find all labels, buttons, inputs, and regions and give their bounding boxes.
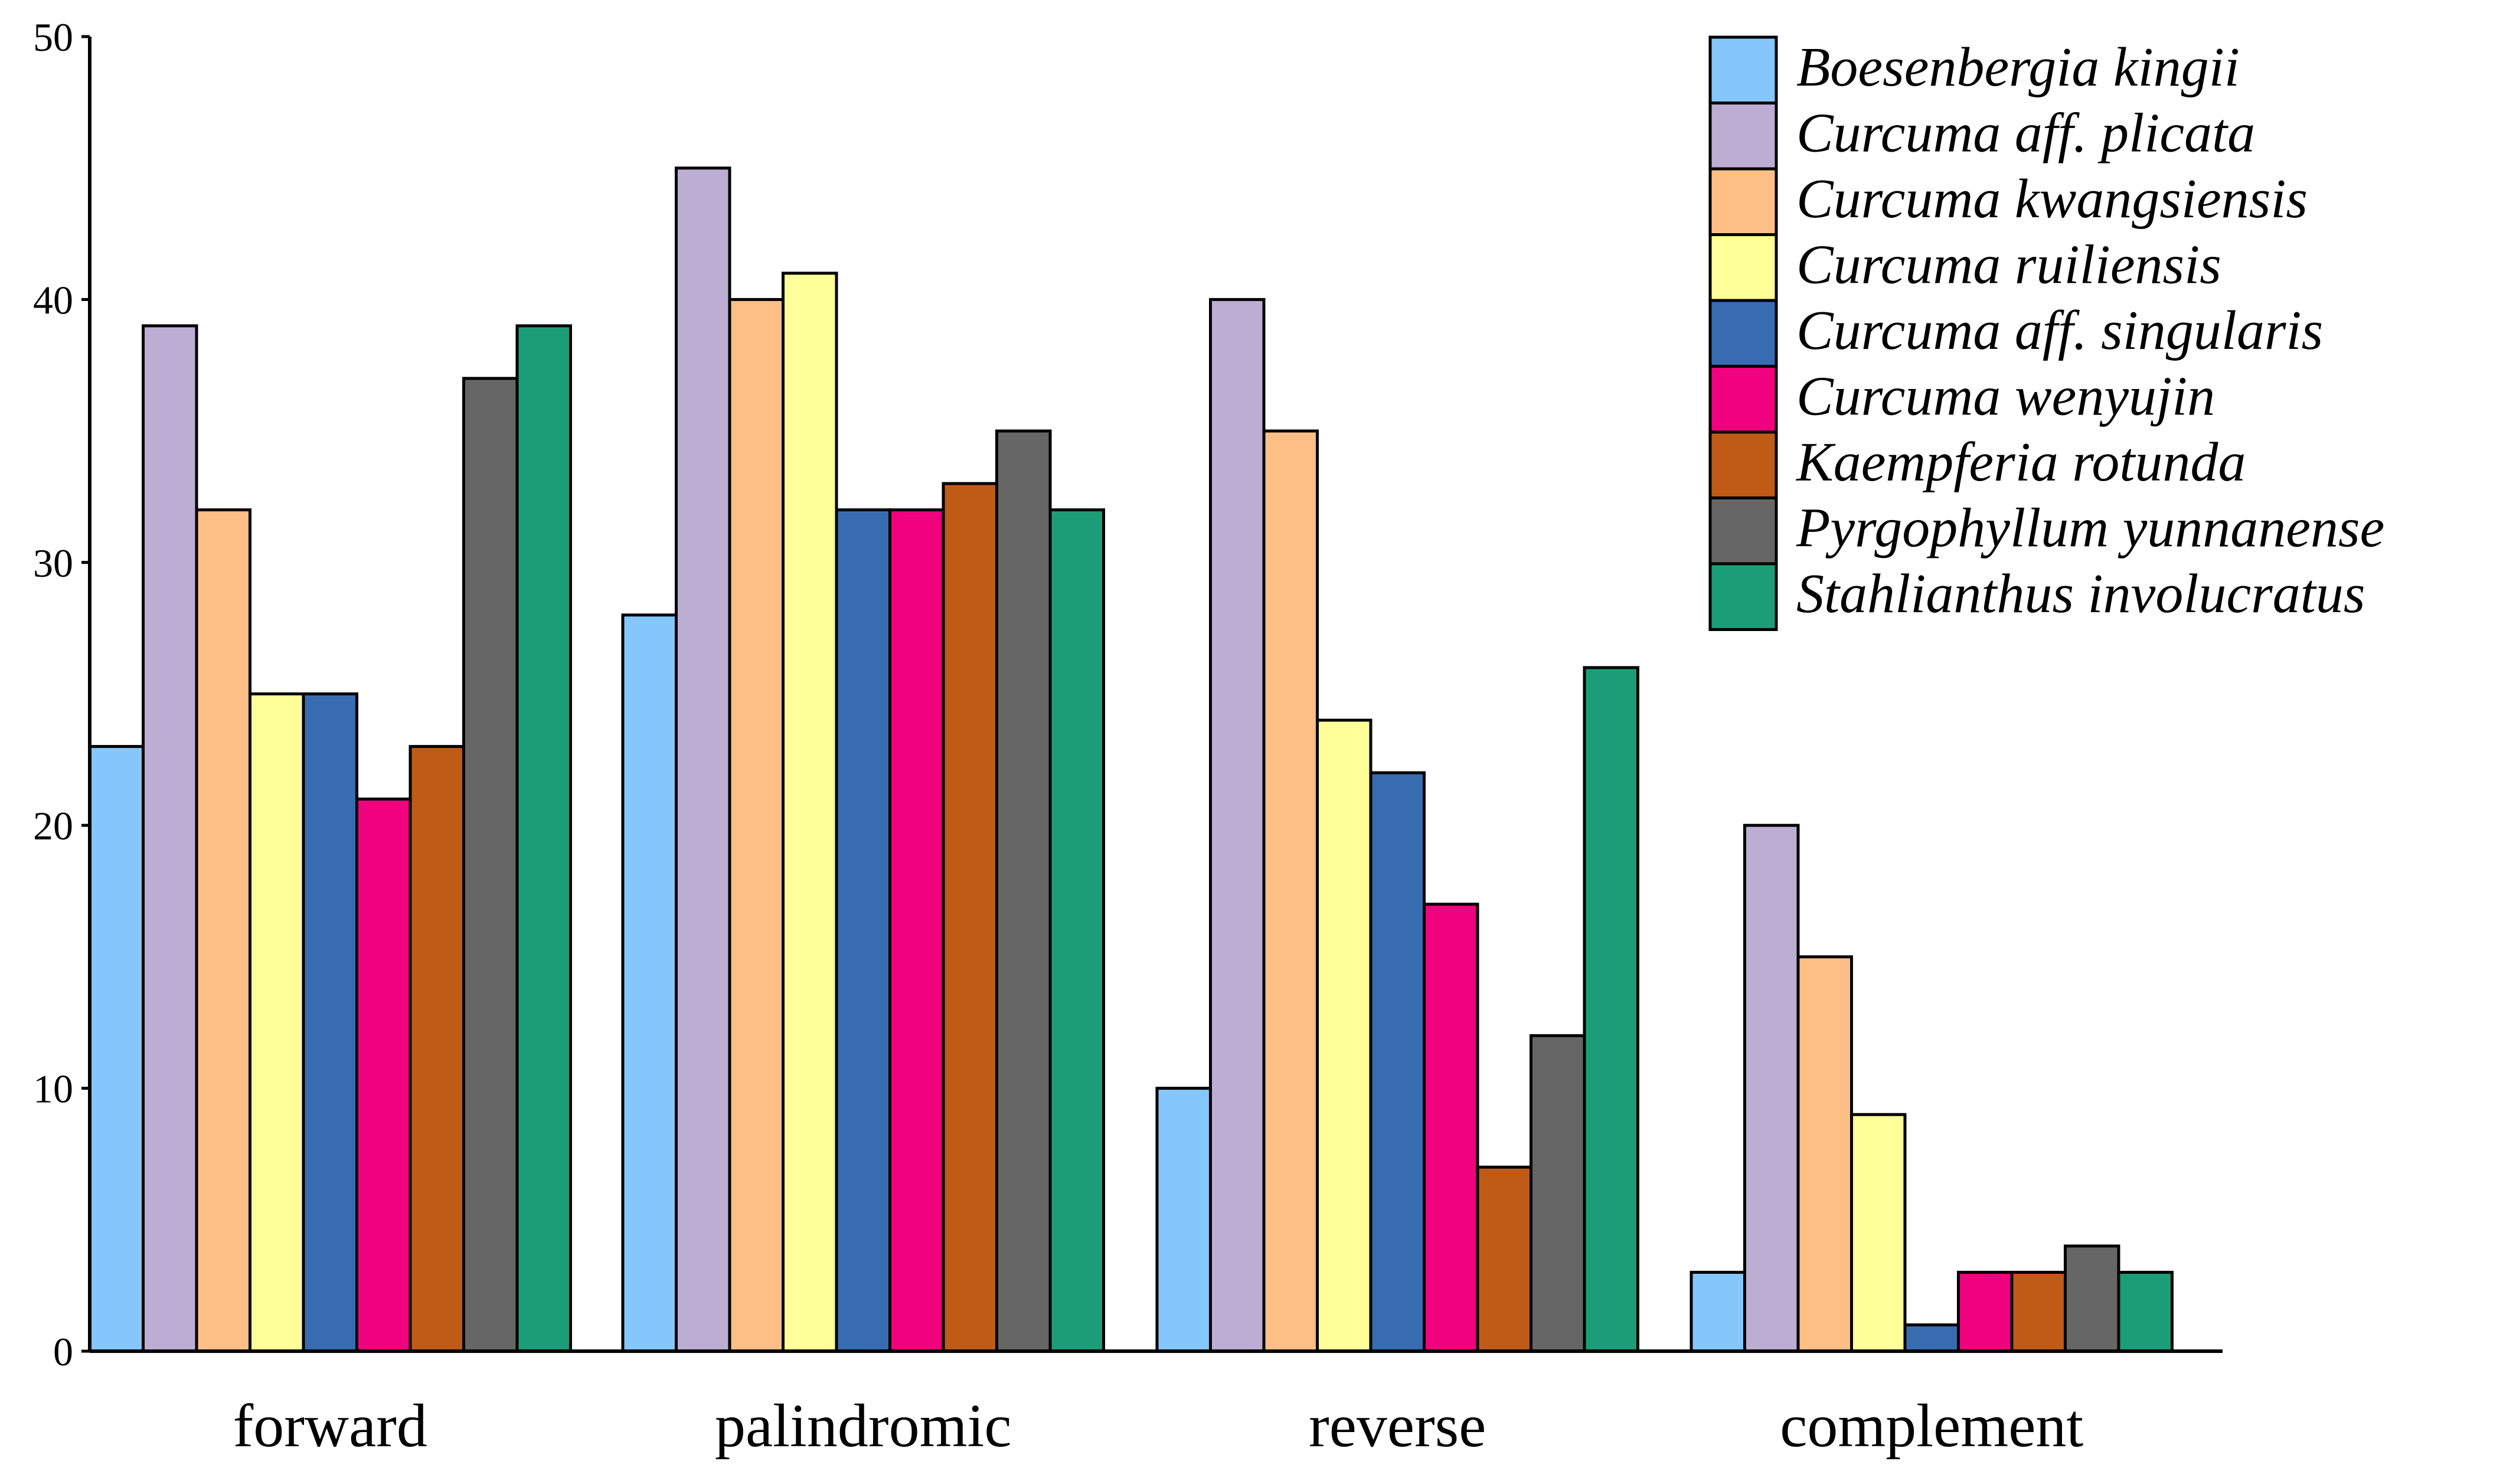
bar-palindromic-curcuma-ruiliensis (782, 272, 838, 1353)
bar-complement-curcuma-kwangsiensis (1796, 955, 1853, 1353)
legend-item: Curcuma aff. plicata (1708, 102, 2255, 171)
legend-swatch (1708, 233, 1778, 302)
legend-item: Pyrgophyllum yunnanense (1708, 496, 2384, 566)
y-tick-label: 50 (33, 15, 73, 60)
bar-palindromic-curcuma-wenyujin (888, 508, 945, 1353)
bar-complement-boesenbergia-kingii (1690, 1270, 1746, 1353)
bar-forward-curcuma-ruiliensis (249, 692, 305, 1353)
legend-swatch (1708, 365, 1778, 434)
y-tick-label: 40 (33, 277, 73, 322)
legend-label: Curcuma ruiliensis (1796, 234, 2221, 296)
legend-label: Stahlianthus involucratus (1796, 563, 2365, 625)
y-tick-label: 20 (33, 803, 73, 848)
legend-label: Curcuma kwangsiensis (1796, 168, 2308, 230)
legend-label: Pyrgophyllum yunnanense (1796, 498, 2384, 559)
legend-item: Curcuma aff. singularis (1708, 299, 2323, 368)
legend-item: Kaempferia rotunda (1708, 430, 2246, 499)
bars-layer (88, 166, 2174, 1353)
bar-palindromic-curcuma-aff-plicata (675, 166, 731, 1353)
bar-forward-stahlianthus-involucratus (515, 324, 572, 1353)
legend-label: Kaempferia rotunda (1795, 432, 2246, 493)
bar-reverse-stahlianthus-involucratus (1583, 666, 1639, 1353)
legend-item: Curcuma kwangsiensis (1708, 167, 2308, 236)
x-tick-label: palindromic (715, 1392, 1012, 1460)
legend-item: Curcuma wenyujin (1708, 365, 2215, 434)
legend-swatch (1708, 167, 1778, 236)
bar-complement-stahlianthus-involucratus (2117, 1270, 2174, 1353)
bar-palindromic-kaempferia-rotunda (942, 482, 998, 1353)
legend-label: Curcuma aff. singularis (1796, 300, 2323, 361)
y-tick-label: 30 (33, 541, 73, 586)
bar-reverse-curcuma-aff-singularis (1369, 771, 1426, 1353)
x-tick-label: complement (1780, 1392, 2083, 1460)
bar-reverse-curcuma-kwangsiensis (1262, 429, 1319, 1353)
x-tick-label: reverse (1309, 1392, 1486, 1460)
legend-swatch (1708, 102, 1778, 171)
bar-complement-kaempferia-rotunda (2010, 1270, 2067, 1353)
bar-complement-curcuma-aff-plicata (1743, 823, 1800, 1353)
bar-forward-boesenbergia-kingii (88, 745, 145, 1353)
bar-complement-curcuma-ruiliensis (1850, 1113, 1907, 1353)
bar-forward-kaempferia-rotunda (409, 745, 465, 1353)
legend-item: Stahlianthus involucratus (1708, 562, 2365, 631)
legend-label: Boesenbergia kingii (1796, 37, 2240, 98)
bar-group-forward (88, 324, 572, 1353)
bar-group-palindromic (621, 166, 1105, 1353)
bar-palindromic-curcuma-aff-singularis (835, 508, 891, 1353)
bar-group-complement (1690, 823, 2174, 1353)
bar-palindromic-boesenbergia-kingii (621, 613, 678, 1353)
bar-reverse-curcuma-ruiliensis (1316, 718, 1372, 1353)
bar-complement-curcuma-wenyujin (1957, 1270, 2014, 1353)
bar-reverse-pyrgophyllum-yunnanense (1530, 1034, 1586, 1353)
bar-complement-curcuma-aff-singularis (1903, 1323, 1960, 1353)
bar-palindromic-pyrgophyllum-yunnanense (995, 429, 1052, 1353)
axes: forward palindromic reverse complement 0 10 20… (33, 15, 2223, 1460)
bar-reverse-boesenbergia-kingii (1155, 1087, 1212, 1353)
bar-reverse-kaempferia-rotunda (1476, 1165, 1532, 1353)
legend-item: Boesenbergia kingii (1708, 35, 2240, 104)
bar-group-reverse (1155, 298, 1639, 1353)
bar-reverse-curcuma-aff-plicata (1209, 298, 1266, 1353)
bar-forward-curcuma-kwangsiensis (195, 508, 251, 1353)
x-tick-label: forward (233, 1392, 427, 1460)
bar-forward-curcuma-aff-singularis (302, 692, 358, 1353)
bar-forward-curcuma-wenyujin (355, 797, 412, 1353)
legend-swatch (1708, 35, 1778, 104)
legend-label: Curcuma aff. plicata (1796, 103, 2255, 164)
bar-complement-pyrgophyllum-yunnanense (2064, 1244, 2120, 1353)
legend-swatch (1708, 430, 1778, 499)
y-tick-label: 0 (53, 1329, 73, 1374)
bar-forward-curcuma-aff-plicata (142, 324, 198, 1353)
y-tick-label: 10 (33, 1067, 73, 1112)
bar-forward-pyrgophyllum-yunnanense (462, 377, 519, 1353)
legend-swatch (1708, 299, 1778, 368)
legend-item: Curcuma ruiliensis (1708, 233, 2221, 302)
bar-palindromic-stahlianthus-involucratus (1048, 508, 1105, 1353)
bar-palindromic-curcuma-kwangsiensis (728, 298, 785, 1353)
legend-swatch (1708, 496, 1778, 566)
legend-swatch (1708, 562, 1778, 631)
legend-label: Curcuma wenyujin (1796, 366, 2215, 427)
bar-reverse-curcuma-wenyujin (1423, 903, 1479, 1353)
